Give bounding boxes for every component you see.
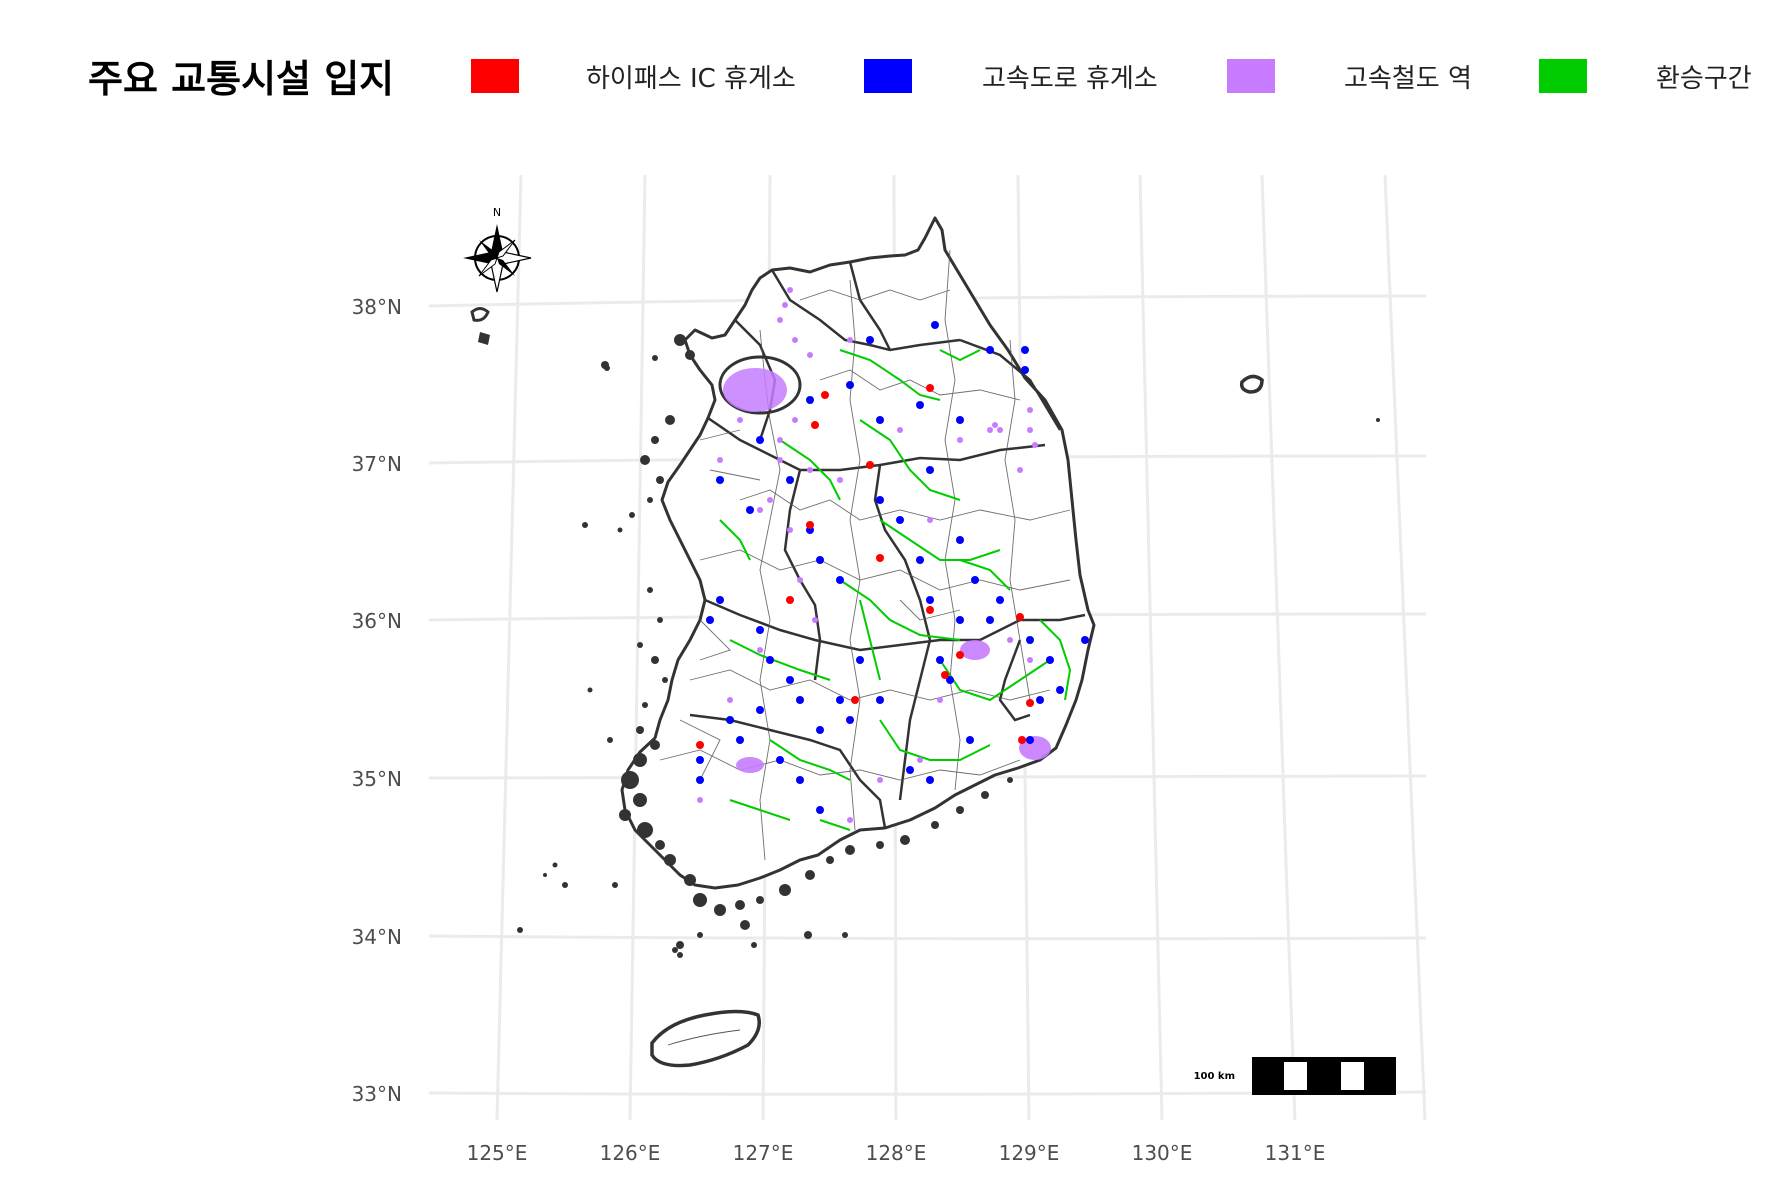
- lat-tick-35: 35°N: [352, 767, 402, 791]
- lon-tick-126: 126°E: [600, 1141, 661, 1165]
- north-arrow: N: [463, 206, 532, 293]
- legend-swatch-hipass-ic: [471, 59, 519, 93]
- island-baengnyeong: [470, 307, 490, 322]
- legend-label-rest-area: 고속도로 휴게소: [982, 64, 1158, 94]
- legend-label-transfer-section: 환승구간: [1656, 64, 1752, 94]
- island-jeju: [650, 1009, 761, 1068]
- lat-tick-37: 37°N: [352, 452, 402, 476]
- lat-tick-38: 38°N: [352, 295, 402, 319]
- ktx-station-markers: [697, 287, 1051, 823]
- lat-tick-33: 33°N: [352, 1082, 402, 1106]
- transfer-sections: [719, 349, 1072, 831]
- lat-tick-36: 36°N: [352, 609, 402, 633]
- legend-label-ktx-station: 고속철도 역: [1344, 64, 1472, 94]
- mainland-outline: [620, 216, 1096, 890]
- legend: 주요 교통시설 입지 하이패스 IC 휴게소 고속도로 휴게소 고속철도 역 환…: [0, 0, 1771, 140]
- lon-tick-125: 125°E: [467, 1141, 528, 1165]
- island-daecheong: [478, 332, 490, 345]
- scale-bar: 100 km: [1194, 1057, 1396, 1095]
- lon-tick-131: 131°E: [1265, 1141, 1326, 1165]
- coastal-islands: [517, 334, 1013, 958]
- legend-label-hipass-ic: 하이패스 IC 휴게소: [586, 64, 796, 94]
- lon-tick-128: 128°E: [866, 1141, 927, 1165]
- legend-swatch-transfer-section: [1539, 59, 1587, 93]
- island-yeonpyeong: [604, 365, 610, 371]
- lon-tick-127: 127°E: [733, 1141, 794, 1165]
- seoul-boundary: [718, 355, 802, 415]
- island-ulleungdo: [1239, 374, 1264, 394]
- legend-title: 주요 교통시설 입지: [88, 57, 395, 101]
- legend-swatch-rest-area: [864, 59, 912, 93]
- jeju-district-line: [667, 1029, 741, 1046]
- lon-tick-129: 129°E: [999, 1141, 1060, 1165]
- island-dokdo: [1376, 418, 1380, 422]
- north-arrow-label: N: [493, 206, 501, 219]
- lat-tick-34: 34°N: [352, 925, 402, 949]
- hipass-ic-markers: [696, 384, 1034, 749]
- lon-tick-130: 130°E: [1132, 1141, 1193, 1165]
- legend-swatch-ktx-station: [1227, 59, 1275, 93]
- scale-bar-label: 100 km: [1194, 1071, 1235, 1082]
